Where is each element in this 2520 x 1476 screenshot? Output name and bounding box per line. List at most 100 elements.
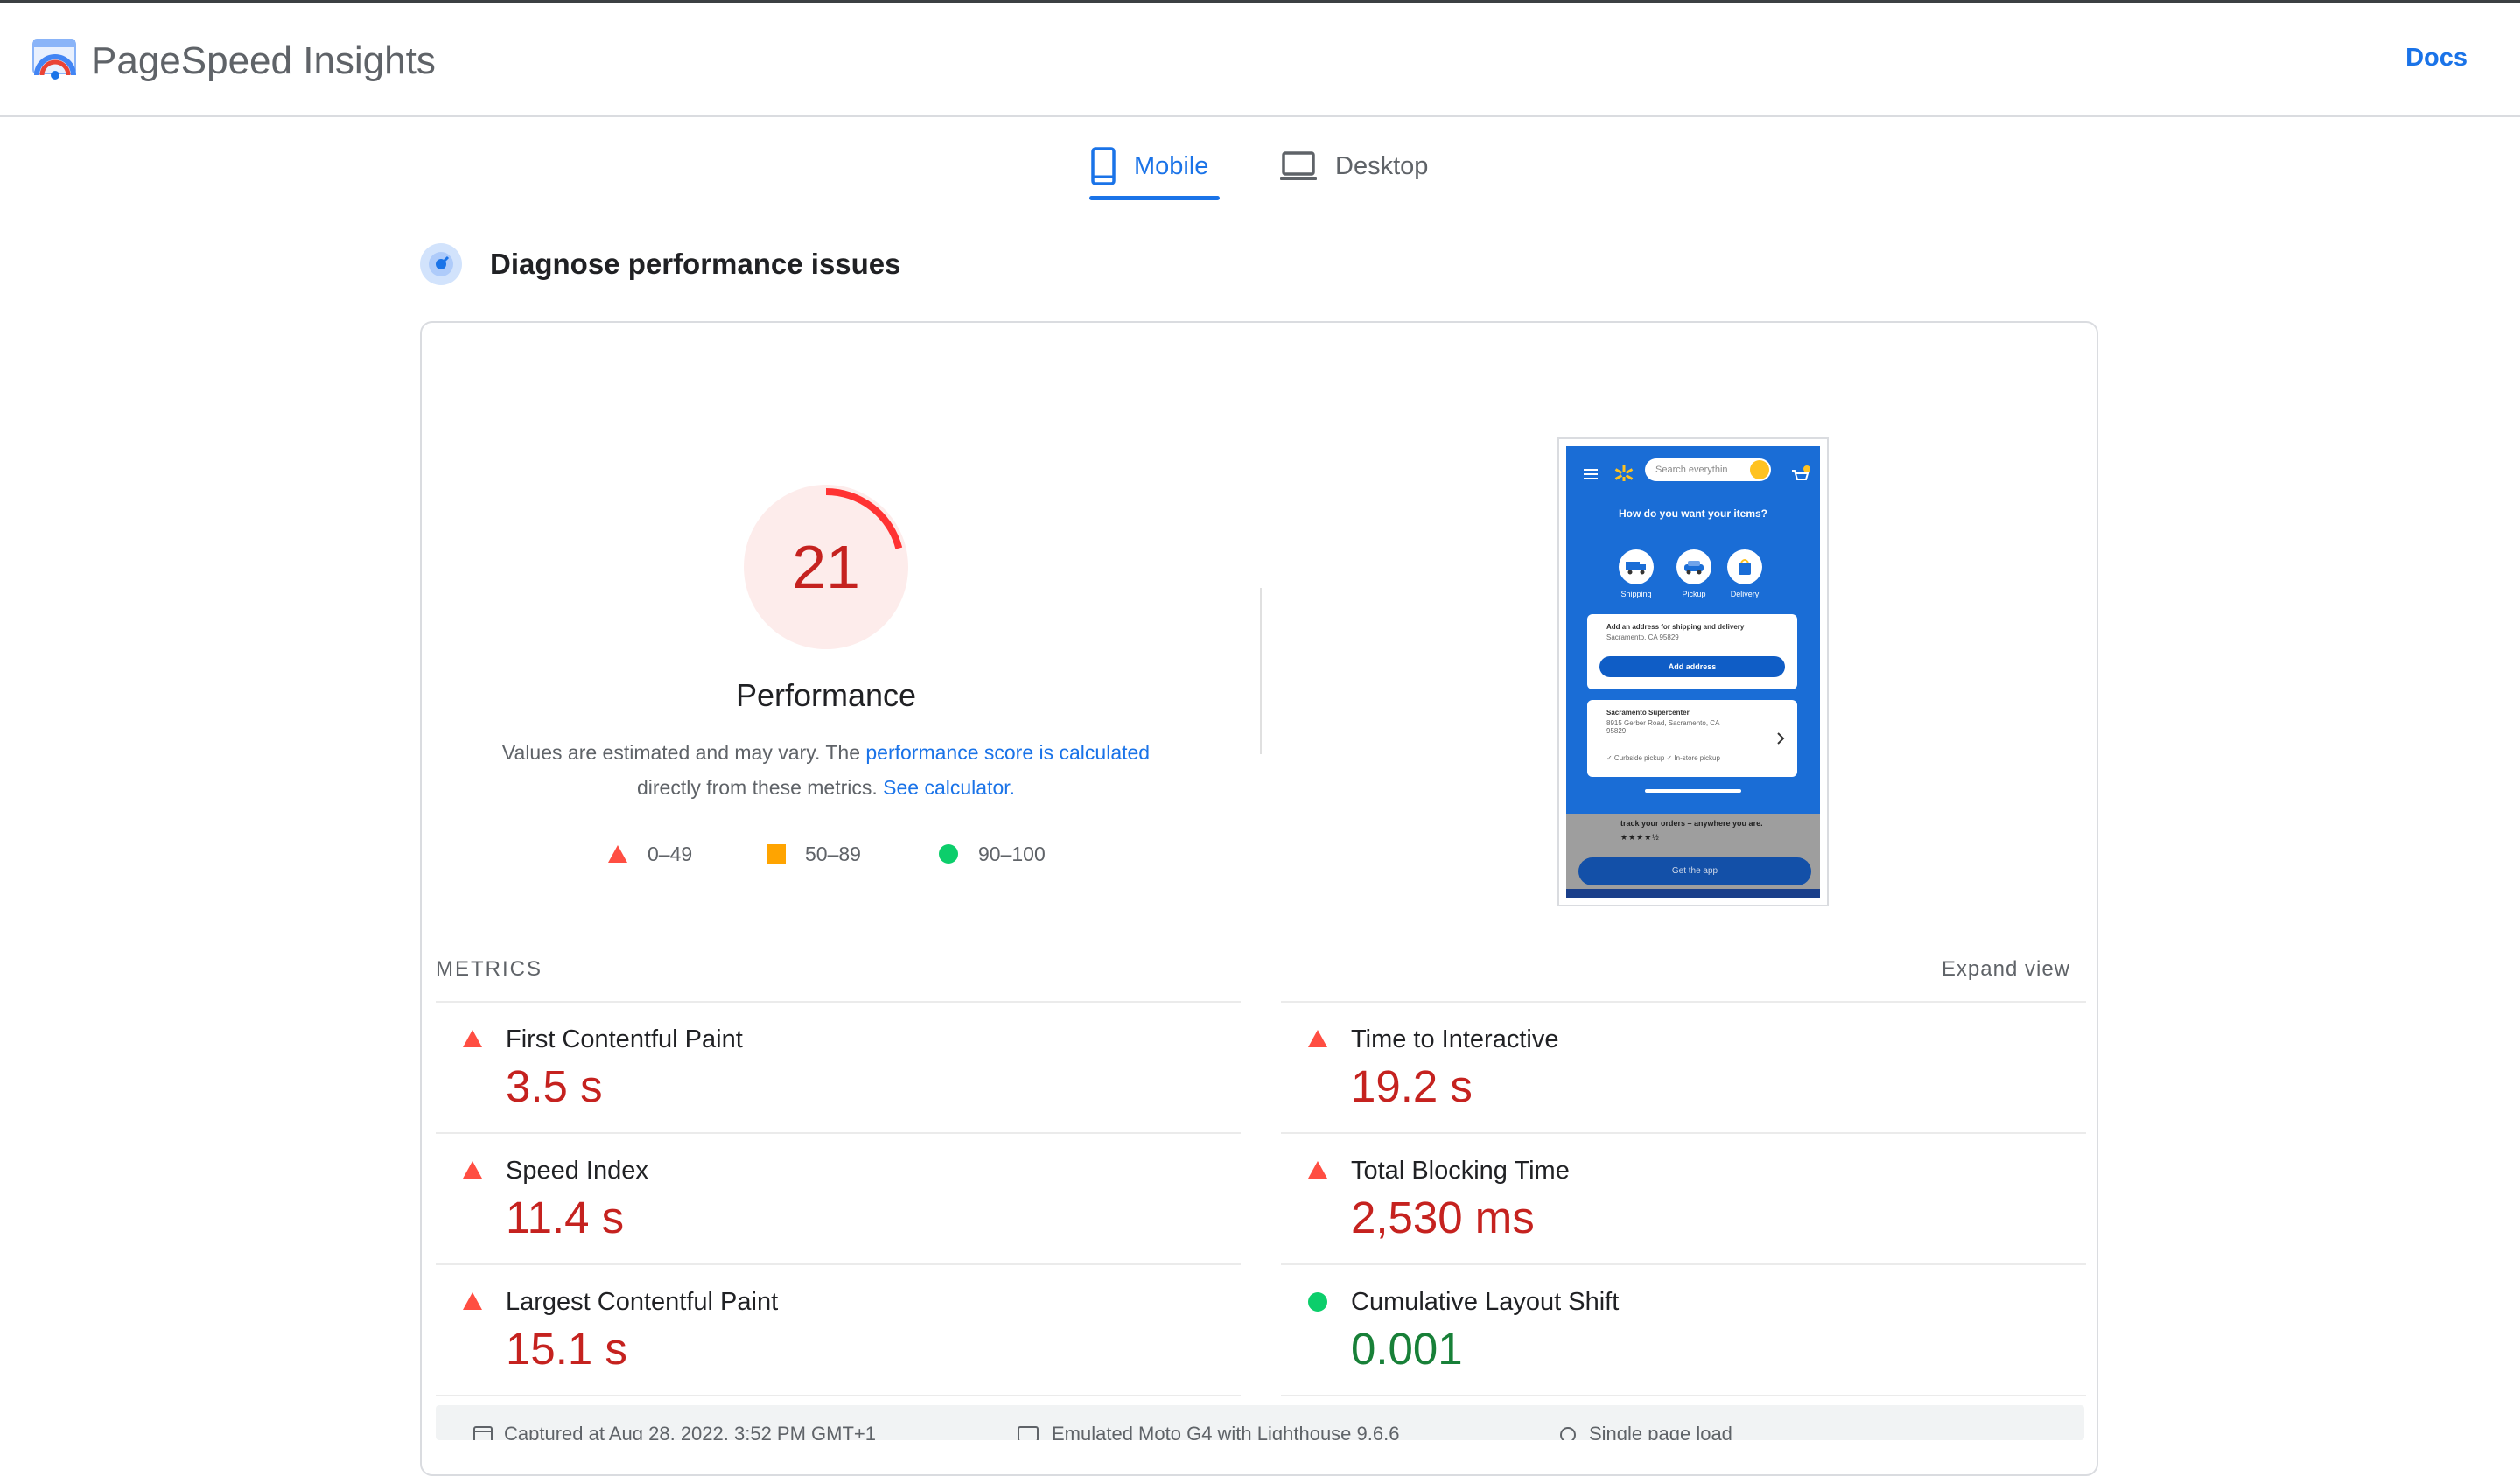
screenshot-bottom-bar bbox=[1566, 889, 1820, 898]
square-icon bbox=[766, 844, 786, 864]
chevron-right-icon bbox=[1777, 732, 1785, 745]
legend-poor: 0–49 bbox=[607, 838, 692, 870]
performance-score: 21 bbox=[792, 533, 860, 601]
legend-average-range: 50–89 bbox=[805, 842, 861, 865]
metric-value: 11.4 s bbox=[506, 1193, 625, 1242]
timer-icon bbox=[1558, 1424, 1578, 1440]
option-shipping: Shipping bbox=[1617, 549, 1656, 598]
option-delivery: Delivery bbox=[1726, 549, 1764, 598]
metric-total-blocking-time: Total Blocking Time 2,530 ms bbox=[1281, 1132, 2086, 1263]
sheet-handle bbox=[1645, 789, 1741, 793]
tab-selected-indicator bbox=[1089, 196, 1220, 200]
page-screenshot[interactable]: Search everythin How do you want your it… bbox=[1558, 437, 1829, 906]
metric-value: 2,530 ms bbox=[1351, 1193, 1535, 1242]
tab-desktop[interactable]: Desktop bbox=[1279, 131, 1428, 201]
legend-good-range: 90–100 bbox=[978, 842, 1046, 865]
app-title: PageSpeed Insights bbox=[91, 39, 436, 82]
desc-text-2: directly from these metrics. bbox=[636, 776, 884, 799]
pagespeed-logo-icon[interactable] bbox=[32, 37, 79, 84]
top-border bbox=[0, 0, 2520, 3]
triangle-icon bbox=[462, 1291, 483, 1315]
performance-label: Performance bbox=[735, 677, 917, 713]
tab-mobile-label: Mobile bbox=[1134, 151, 1209, 180]
screenshot-add-address-button: Add address bbox=[1600, 656, 1785, 677]
screenshot-get-app-button: Get the app bbox=[1578, 857, 1811, 885]
triangle-icon bbox=[1307, 1029, 1328, 1053]
metric-label: First Contentful Paint bbox=[506, 1025, 743, 1053]
metric-speed-index: Speed Index 11.4 s bbox=[436, 1132, 1241, 1263]
metrics-left-column: First Contentful Paint 3.5 s Speed Index… bbox=[436, 1001, 1241, 1396]
metrics-heading: METRICS bbox=[436, 957, 542, 981]
desc-text: Values are estimated and may vary. The bbox=[501, 741, 866, 764]
metric-label: Largest Contentful Paint bbox=[506, 1288, 779, 1316]
see-calculator-link[interactable]: See calculator. bbox=[883, 776, 1016, 799]
search-icon bbox=[1750, 460, 1769, 479]
screenshot-address-card: Add an address for shipping and delivery… bbox=[1587, 614, 1797, 689]
metric-value: 15.1 s bbox=[506, 1324, 627, 1374]
section-title: Diagnose performance issues bbox=[490, 248, 901, 280]
performance-description: Values are estimated and may vary. The p… bbox=[467, 735, 1185, 805]
load-info: Single page load bbox=[1558, 1423, 1732, 1440]
captured-text: Captured at Aug 28, 2022, 3:52 PM GMT+1 bbox=[504, 1423, 876, 1440]
calendar-icon bbox=[472, 1424, 494, 1440]
vertical-divider bbox=[1260, 588, 1262, 754]
triangle-icon bbox=[1307, 1160, 1328, 1184]
laptop-icon bbox=[1279, 150, 1318, 182]
bag-icon bbox=[1727, 549, 1762, 584]
load-text: Single page load bbox=[1589, 1423, 1732, 1440]
circle-icon bbox=[1307, 1291, 1328, 1317]
smartphone-icon bbox=[1090, 147, 1116, 185]
car-icon bbox=[1676, 549, 1712, 584]
score-calculation-link[interactable]: performance score is calculated bbox=[865, 741, 1151, 764]
circle-icon bbox=[938, 843, 959, 864]
legend-good: 90–100 bbox=[938, 838, 1046, 870]
triangle-icon bbox=[607, 844, 628, 864]
diagnose-icon bbox=[420, 243, 462, 285]
tab-desktop-label: Desktop bbox=[1335, 151, 1429, 180]
screenshot-content: Search everythin How do you want your it… bbox=[1566, 446, 1820, 898]
legend-average: 50–89 bbox=[766, 838, 861, 870]
option-label: Delivery bbox=[1730, 590, 1760, 598]
metric-value: 19.2 s bbox=[1351, 1061, 1473, 1111]
triangle-icon bbox=[462, 1029, 483, 1053]
metric-time-to-interactive: Time to Interactive 19.2 s bbox=[1281, 1001, 2086, 1132]
option-label: Pickup bbox=[1682, 590, 1706, 598]
performance-gauge bbox=[744, 485, 908, 649]
address-location: Sacramento, CA 95829 bbox=[1606, 633, 1679, 641]
store-name: Sacramento Supercenter bbox=[1606, 709, 1690, 717]
metrics-divider bbox=[1281, 1395, 2086, 1396]
screenshot-question: How do you want your items? bbox=[1618, 507, 1768, 520]
triangle-icon bbox=[462, 1160, 483, 1184]
captured-info: Captured at Aug 28, 2022, 3:52 PM GMT+1 bbox=[472, 1423, 876, 1440]
metric-first-contentful-paint: First Contentful Paint 3.5 s bbox=[436, 1001, 1241, 1132]
metrics-right-column: Time to Interactive 19.2 s Total Blockin… bbox=[1281, 1001, 2086, 1396]
tab-mobile[interactable]: Mobile bbox=[1090, 131, 1208, 201]
banner-text: track your orders – anywhere you are. bbox=[1620, 819, 1763, 828]
expand-view-button[interactable]: Expand view bbox=[1941, 957, 2070, 981]
metric-cumulative-layout-shift: Cumulative Layout Shift 0.001 bbox=[1281, 1263, 2086, 1395]
device-text: Emulated Moto G4 with Lighthouse 9.6.6 bbox=[1052, 1423, 1400, 1440]
device-icon bbox=[1017, 1424, 1041, 1440]
menu-icon bbox=[1584, 465, 1810, 481]
metric-label: Cumulative Layout Shift bbox=[1351, 1288, 1620, 1316]
store-options: ✓ Curbside pickup ✓ In-store pickup bbox=[1606, 754, 1720, 762]
metric-value: 3.5 s bbox=[506, 1061, 603, 1111]
runtime-settings: Captured at Aug 28, 2022, 3:52 PM GMT+1 … bbox=[436, 1405, 2084, 1440]
legend-poor-range: 0–49 bbox=[648, 842, 693, 865]
metric-label: Speed Index bbox=[506, 1157, 648, 1185]
rating-stars: ★★★★½ bbox=[1620, 833, 1660, 842]
metric-largest-contentful-paint: Largest Contentful Paint 15.1 s bbox=[436, 1263, 1241, 1395]
device-info: Emulated Moto G4 with Lighthouse 9.6.6 bbox=[1017, 1423, 1399, 1440]
address-prompt: Add an address for shipping and delivery bbox=[1606, 623, 1745, 631]
metric-label: Time to Interactive bbox=[1351, 1025, 1559, 1053]
docs-link[interactable]: Docs bbox=[2405, 44, 2468, 72]
app-header: PageSpeed Insights Docs bbox=[0, 3, 2520, 117]
metric-value: 0.001 bbox=[1351, 1324, 1463, 1374]
metric-label: Total Blocking Time bbox=[1351, 1157, 1570, 1185]
metrics-divider bbox=[436, 1395, 1241, 1396]
truck-icon bbox=[1619, 549, 1654, 584]
option-label: Shipping bbox=[1620, 590, 1652, 598]
option-pickup: Pickup bbox=[1675, 549, 1713, 598]
screenshot-store-card: Sacramento Supercenter 8915 Gerber Road,… bbox=[1587, 700, 1797, 777]
store-address: 8915 Gerber Road, Sacramento, CA 95829 bbox=[1606, 719, 1719, 735]
